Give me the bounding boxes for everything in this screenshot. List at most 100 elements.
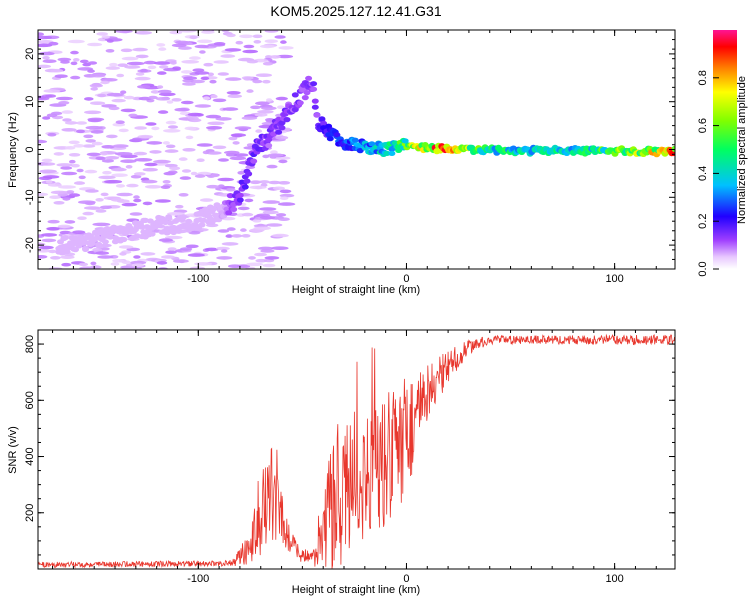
spectrogram-noise-cell bbox=[38, 35, 52, 40]
spectrogram-noise-cell bbox=[38, 245, 54, 250]
spectrogram-noise-cell bbox=[131, 266, 142, 269]
snr-panel: -100 0 100 200 400 600 800 Height of straight … bbox=[7, 329, 676, 596]
spectrogram-noise-cell bbox=[255, 101, 269, 105]
spectrogram-noise-cell bbox=[167, 247, 177, 251]
spectrogram-noise-cell bbox=[41, 233, 58, 237]
colorbar-tick-label: 0.0 bbox=[697, 261, 709, 276]
spectrogram-noise-cell bbox=[239, 34, 254, 39]
spectrogram-noise-cell bbox=[154, 199, 171, 203]
spectrogram-noise-cell bbox=[43, 89, 61, 93]
snr-y-tick-label: 200 bbox=[24, 504, 36, 522]
colorbar-tick-label: 0.6 bbox=[697, 118, 709, 133]
spectrogram-noise-cell bbox=[190, 79, 205, 84]
spectrogram-noise-cell bbox=[187, 253, 205, 257]
spectrogram-noise-cell bbox=[60, 255, 75, 259]
spectrogram-noise-cell bbox=[83, 206, 101, 210]
spectrogram-noise-cell bbox=[137, 85, 151, 89]
spectrogram-noise-cell bbox=[98, 175, 116, 180]
spectrogram-noise-cell bbox=[101, 159, 114, 163]
spectrogram-noise-cell bbox=[217, 72, 229, 76]
spectrogram-noise-cell bbox=[66, 190, 75, 194]
spectrogram-ridge-cell bbox=[75, 243, 83, 249]
spectrogram-noise-cell bbox=[41, 238, 57, 243]
spectrogram-noise-cell bbox=[270, 150, 278, 154]
spectrogram-noise-cell bbox=[64, 146, 76, 150]
spectrogram-ridge-cell bbox=[383, 150, 391, 156]
spectrogram-noise-cell bbox=[262, 61, 274, 66]
spectrogram-noise-cell bbox=[56, 163, 73, 167]
spectrogram-noise-cell bbox=[143, 60, 157, 65]
spectrogram-noise-cell bbox=[277, 202, 296, 206]
spectrogram-noise-cell bbox=[90, 130, 104, 134]
spectrogram-noise-cell bbox=[192, 68, 205, 72]
spectrogram-ridge-cell bbox=[311, 98, 319, 104]
spectrogram-noise-cell bbox=[155, 97, 171, 101]
spectrogram-noise-cell bbox=[269, 55, 281, 59]
spectrogram-noise-cell bbox=[42, 175, 60, 179]
snr-y-axis-label: SNR (v/v) bbox=[7, 426, 19, 474]
spectrogram-noise-cell bbox=[213, 60, 229, 64]
spectrogram-noise-cell bbox=[237, 171, 245, 175]
spectrogram-noise-cell bbox=[85, 139, 96, 143]
snr-frame bbox=[37, 329, 676, 570]
spectrogram-ridge-cell bbox=[305, 75, 313, 81]
spectrogram-noise-cell bbox=[76, 121, 87, 125]
spectrogram-noise-cell bbox=[196, 143, 213, 147]
spectrogram-noise-cell bbox=[169, 30, 183, 35]
spectrogram-noise-cell bbox=[159, 65, 169, 69]
spectrogram-noise-cell bbox=[146, 141, 163, 145]
spectrogram-noise-cell bbox=[275, 96, 288, 101]
spectrogram-noise-cell bbox=[73, 58, 80, 62]
spectrogram-noise-cell bbox=[95, 251, 110, 255]
spectrogram-ridge-cell bbox=[236, 192, 244, 198]
spectrogram-noise-cell bbox=[157, 71, 167, 75]
spectrogram-noise-cell bbox=[118, 128, 129, 133]
spectrogram-noise-cell bbox=[158, 92, 176, 97]
spectrogram-ridge-cell bbox=[250, 158, 258, 164]
spectrogram-noise-cell bbox=[178, 193, 189, 197]
spectrogram-noise-cell bbox=[218, 158, 229, 162]
spectrogram-noise-cell bbox=[38, 51, 55, 56]
spectrogram-noise-cell bbox=[112, 259, 125, 263]
spectrogram-noise-cell bbox=[134, 158, 153, 162]
spectrogram-noise-cell bbox=[161, 255, 175, 259]
spectrogram-noise-cell bbox=[105, 49, 115, 53]
spectrogram-noise-cell bbox=[225, 187, 236, 192]
spectrogram-noise-cell bbox=[138, 96, 152, 101]
spectrogram-noise-cell bbox=[166, 100, 174, 104]
spectrogram-noise-cell bbox=[134, 76, 151, 81]
spectrogram-noise-cell bbox=[257, 110, 274, 114]
spectrogram-noise-cell bbox=[39, 169, 57, 174]
spectrogram-noise-cell bbox=[185, 244, 199, 249]
spectrogram-noise-cell bbox=[260, 249, 275, 253]
spectrogram-y-tick-label: -20 bbox=[24, 237, 36, 253]
spectrogram-noise-cell bbox=[100, 192, 109, 197]
spectrogram-noise-cell bbox=[255, 73, 272, 77]
spectrogram-noise-cell bbox=[79, 59, 89, 64]
spectrogram-noise-cell bbox=[181, 60, 200, 64]
spectrogram-noise-cell bbox=[167, 125, 179, 129]
spectrogram-noise-cell bbox=[185, 135, 194, 140]
spectrogram-noise-cell bbox=[249, 185, 267, 190]
spectrogram-noise-cell bbox=[190, 171, 198, 176]
spectrogram-noise-cell bbox=[170, 61, 177, 65]
spectrogram-ridge-cell bbox=[241, 184, 249, 190]
spectrogram-noise-cell bbox=[197, 39, 213, 44]
spectrogram-noise-cell bbox=[259, 180, 270, 184]
spectrogram-noise-cell bbox=[72, 230, 86, 234]
spectrogram-ridge-cell bbox=[180, 214, 188, 220]
spectrogram-noise-cell bbox=[42, 116, 51, 120]
spectrogram-noise-cell bbox=[144, 162, 158, 167]
spectrogram-noise-cell bbox=[271, 246, 289, 250]
spectrogram-ridge-cell bbox=[82, 246, 89, 252]
colorbar-tick-label: 0.8 bbox=[697, 70, 709, 85]
spectrogram-noise-cell bbox=[45, 94, 57, 98]
spectrogram-noise-cell bbox=[175, 204, 184, 209]
spectrogram-ridge-cell bbox=[95, 241, 103, 247]
spectrogram-noise-cell bbox=[213, 42, 226, 46]
spectrogram-noise-cell bbox=[153, 159, 171, 164]
spectrogram-noise-cell bbox=[90, 101, 106, 105]
snr-series-line bbox=[38, 333, 675, 569]
spectrogram-noise-cell bbox=[135, 54, 149, 59]
